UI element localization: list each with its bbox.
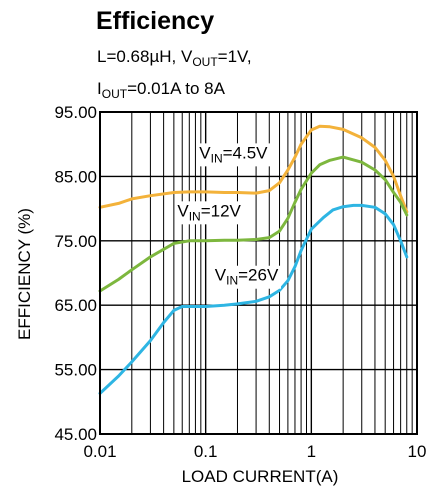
series-label-background	[175, 201, 244, 225]
subtitle-2-part-a: I	[97, 79, 102, 98]
series-label-part-a: V	[177, 201, 189, 220]
chart-title: Efficiency	[96, 7, 214, 35]
plot-frame	[99, 111, 418, 435]
y-tick-label: 75.00	[54, 232, 97, 251]
series-label: VIN=12V	[177, 201, 241, 223]
series-label-background	[212, 265, 281, 289]
chart-grid	[100, 112, 417, 434]
y-tick-label: 95.00	[54, 103, 97, 122]
y-tick-labels: 45.00 55.00 65.00 75.00 85.00 95.00	[54, 103, 97, 444]
series-line	[98, 155, 409, 293]
y-tick-label: 85.00	[54, 167, 97, 186]
x-tick-label: 1	[307, 442, 316, 461]
series-line	[98, 124, 409, 214]
y-tick-label: 55.00	[54, 361, 97, 380]
x-tick-label: 10	[408, 442, 427, 461]
series-label: VIN=26V	[215, 266, 279, 288]
x-tick-labels: 0.01 0.1 1 10	[83, 442, 426, 461]
y-tick-label: 65.00	[54, 296, 97, 315]
series-label-part-c: =12V	[201, 201, 242, 220]
series-label-part-c: =4.5V	[223, 143, 269, 162]
series-line	[98, 203, 409, 395]
y-axis-label: EFFICIENCY (%)	[15, 208, 34, 340]
x-tick-label: 0.01	[83, 442, 116, 461]
x-tick-label: 0.1	[194, 442, 218, 461]
x-axis-label: LOAD CURRENT(A)	[182, 467, 339, 486]
subtitle-2-subscript: OUT	[102, 87, 128, 101]
subtitle-1-part-a: L=0.68µH, V	[97, 47, 193, 66]
series-label-subscript: IN	[211, 151, 223, 165]
series-label-part-a: V	[215, 266, 227, 285]
subtitle-1-part-c: =1V,	[218, 47, 252, 66]
series-label-background	[197, 143, 271, 167]
series-label-part-a: V	[199, 143, 211, 162]
chart-subtitle-line-1: L=0.68µH, VOUT=1V,	[97, 47, 252, 69]
series-label: VIN=4.5V	[199, 143, 268, 165]
subtitle-1-subscript: OUT	[192, 55, 218, 69]
series-label-subscript: IN	[226, 274, 238, 288]
subtitle-2-part-c: =0.01A to 8A	[127, 79, 225, 98]
chart-subtitle-line-2: IOUT=0.01A to 8A	[97, 79, 226, 101]
series-lines	[98, 124, 409, 395]
series-label-subscript: IN	[189, 209, 201, 223]
y-tick-label: 45.00	[54, 425, 97, 444]
series-label-part-c: =26V	[238, 266, 279, 285]
